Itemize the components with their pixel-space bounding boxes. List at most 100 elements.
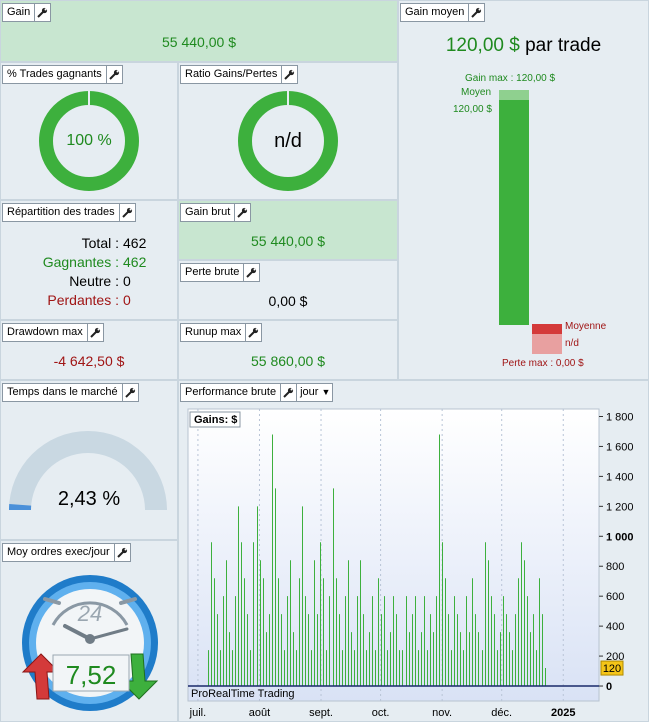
pct-gagnants-title: % Trades gagnants: [7, 68, 102, 80]
chart-y-tick-label: 800: [606, 561, 624, 573]
moyen-label: Moyen: [461, 87, 492, 98]
repartition-panel: Répartition des trades Total : 462 Gagna…: [0, 200, 178, 320]
gagnantes-row: Gagnantes : 462: [1, 253, 177, 272]
moyen-value: 120,00 $: [453, 104, 492, 115]
total-row: Total : 462: [1, 234, 177, 253]
clock-icon: 24 7,52: [21, 575, 159, 711]
wrench-icon[interactable]: [245, 324, 261, 341]
perte-brute-value: 0,00 $: [268, 293, 308, 309]
perdantes-value: 0: [123, 292, 131, 308]
perte-moyenne-bar: [532, 324, 562, 334]
gain-moyen-value: 120,00 $: [445, 35, 520, 56]
wrench-icon[interactable]: [34, 4, 50, 21]
wrench-icon[interactable]: [280, 384, 296, 401]
gain-moyen-panel: Gain moyen 120,00 $ par trade Gain max :…: [398, 0, 649, 380]
drawdown-header: Drawdown max: [2, 323, 104, 342]
chart-title: Gains: $: [194, 414, 237, 426]
period-select[interactable]: jour ▼: [296, 384, 332, 401]
ordres-header: Moy ordres exec/jour: [2, 543, 131, 562]
chart-y-tick-label: 1 400: [606, 471, 634, 483]
chart-x-tick-label: nov.: [432, 707, 452, 719]
chart-x-tick-label: oct.: [372, 707, 390, 719]
gagnantes-value: 462: [123, 254, 147, 270]
perte-brute-header: Perte brute: [180, 263, 261, 282]
repartition-title: Répartition des trades: [7, 206, 115, 218]
wrench-icon[interactable]: [243, 264, 259, 281]
wrench-icon[interactable]: [234, 204, 250, 221]
wrench-icon[interactable]: [468, 4, 484, 21]
ratio-donut: [238, 90, 338, 191]
ordres-panel: Moy ordres exec/jour 24 7,52: [0, 540, 178, 722]
chart-y-tick-label: 1 600: [606, 441, 634, 453]
repartition-header: Répartition des trades: [2, 203, 136, 222]
chart-x-tick-label: juil.: [189, 707, 207, 719]
gain-max-label: Gain max : 120,00 $: [465, 73, 556, 84]
chart-y-tick-label: 1 800: [606, 411, 634, 423]
gain-brut-header: Gain brut: [180, 203, 252, 222]
chart-y-tick-label: 600: [606, 591, 624, 603]
repartition-list: Total : 462 Gagnantes : 462 Neutre : 0 P…: [1, 234, 177, 310]
gain-moyen-header: Gain moyen: [400, 3, 486, 22]
gain-moyen-headline: 120,00 $ par trade: [399, 35, 648, 57]
gain-moyen-unit: par trade: [525, 35, 602, 56]
neutre-label: Neutre :: [69, 273, 119, 289]
perdantes-row: Perdantes : 0: [1, 291, 177, 310]
runup-value: 55 860,00 $: [251, 353, 325, 369]
moyenne-value: n/d: [565, 338, 579, 349]
drawdown-title: Drawdown max: [7, 326, 83, 338]
perte-max-bar: [532, 334, 562, 354]
gain-brut-title: Gain brut: [185, 206, 231, 218]
chevron-down-icon: ▼: [321, 387, 331, 397]
ratio-panel: Ratio Gains/Pertes n/d: [178, 62, 398, 200]
temps-value: 2,43 %: [57, 488, 121, 510]
wrench-icon[interactable]: [113, 544, 130, 561]
chart-watermark: ProRealTime Trading: [191, 688, 295, 700]
pct-gagnants-value: 100 %: [66, 132, 112, 149]
chart-x-tick-label: sept.: [309, 707, 333, 719]
chart-x-tick-label: déc.: [491, 707, 512, 719]
wrench-icon[interactable]: [121, 384, 138, 401]
wrench-icon[interactable]: [281, 66, 297, 83]
pct-gagnants-donut: [39, 90, 139, 191]
ratio-title: Ratio Gains/Pertes: [185, 68, 278, 80]
gain-bar: [499, 100, 529, 325]
temps-gauge: [9, 431, 167, 510]
perf-title: Performance brute: [185, 386, 277, 398]
gain-max-bar-cap: [499, 90, 529, 100]
pct-gagnants-header: % Trades gagnants: [2, 65, 123, 84]
ordres-value: 7,52: [66, 660, 117, 690]
chart-y-tick-label: 1 000: [606, 531, 634, 543]
runup-header: Runup max: [180, 323, 263, 342]
gagnantes-label: Gagnantes :: [42, 254, 119, 270]
dial-number: 24: [77, 601, 102, 626]
perte-brute-title: Perte brute: [185, 266, 240, 278]
drawdown-value: -4 642,50 $: [53, 353, 125, 369]
runup-title: Runup max: [185, 326, 242, 338]
wrench-icon[interactable]: [86, 324, 103, 341]
gain-title: Gain: [7, 6, 31, 18]
gain-moyen-title: Gain moyen: [405, 6, 465, 18]
neutre-row: Neutre : 0: [1, 272, 177, 291]
perf-panel: Performance brute jour ▼ 1 800 1 600 1 400…: [178, 380, 649, 722]
chart-x-tick-label: 2025: [551, 707, 575, 719]
chart-last-value-marker: [600, 660, 624, 676]
gain-panel: Gain 55 440,00 $: [0, 0, 398, 62]
gain-brut-value: 55 440,00 $: [251, 233, 325, 249]
chart-y-tick-label: 200: [606, 651, 624, 663]
chart-y-tick-label: 0: [606, 681, 612, 693]
chart-last-value-label: 120: [603, 663, 621, 675]
gain-header: Gain: [2, 3, 52, 22]
chart-x-tick-label: août: [249, 707, 270, 719]
total-label: Total :: [81, 235, 119, 251]
total-value: 462: [123, 235, 147, 251]
ratio-value: n/d: [274, 130, 302, 152]
temps-title: Temps dans le marché: [7, 386, 118, 398]
period-select-value: jour: [300, 386, 319, 398]
wrench-icon[interactable]: [118, 204, 135, 221]
wrench-icon[interactable]: [105, 66, 122, 83]
runup-panel: Runup max 55 860,00 $: [178, 320, 398, 380]
perf-chart: 1 800 1 600 1 400 1 200 1 000 800 600 400 200 0 ju…: [187, 408, 634, 719]
perdantes-label: Perdantes :: [47, 292, 119, 308]
chart-y-tick-label: 1 200: [606, 501, 634, 513]
perte-max-label: Perte max : 0,00 $: [502, 358, 584, 369]
